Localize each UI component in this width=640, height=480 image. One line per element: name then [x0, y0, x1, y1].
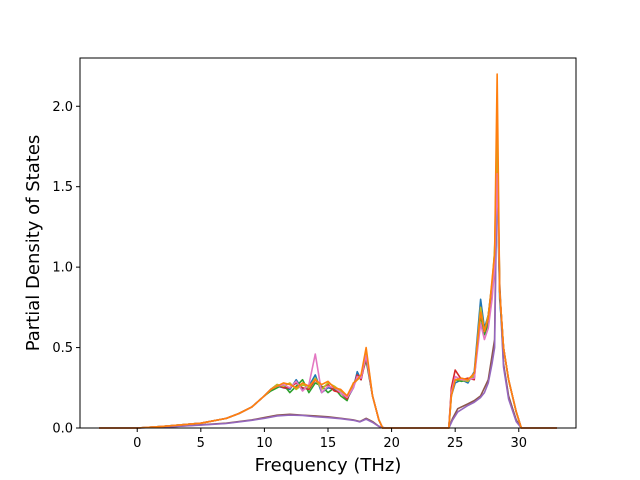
series-line-7	[99, 73, 557, 429]
x-axis-title: Frequency (THz)	[255, 455, 402, 476]
y-axis-title: Partial Density of States	[23, 135, 44, 352]
x-tick-label-6: 30	[510, 436, 527, 451]
y-tick-label-4: 2.0	[52, 100, 73, 115]
series-lines	[99, 73, 557, 429]
y-tick-label-0: 0.0	[52, 422, 73, 437]
x-tick-label-4: 20	[383, 436, 400, 451]
x-tick-label-0: 0	[133, 436, 141, 451]
y-tick-label-3: 1.5	[52, 180, 73, 195]
x-tick-label-2: 10	[256, 436, 273, 451]
x-tick-label-5: 25	[447, 436, 464, 451]
y-axis: 0.0 0.5 1.0 1.5 2.0	[52, 100, 80, 437]
y-tick-label-1: 0.5	[52, 341, 73, 356]
x-axis: 0 5 10 15 20 25 30	[133, 428, 527, 451]
y-tick-label-2: 1.0	[52, 261, 73, 276]
x-tick-label-3: 15	[320, 436, 337, 451]
x-tick-label-1: 5	[197, 436, 205, 451]
